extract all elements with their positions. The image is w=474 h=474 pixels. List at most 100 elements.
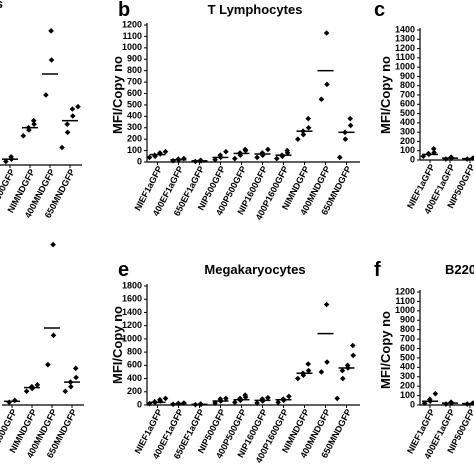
y-tick-label: 1300 bbox=[395, 34, 415, 44]
data-point bbox=[237, 395, 243, 402]
y-tick-label: 1800 bbox=[122, 280, 142, 290]
y-tick-label: 700 bbox=[127, 76, 142, 86]
data-point bbox=[59, 144, 65, 151]
y-tick-label: 1100 bbox=[395, 52, 415, 62]
y-tick-label: 0 bbox=[410, 154, 415, 164]
y-tick-label: 900 bbox=[127, 54, 142, 64]
data-point bbox=[300, 131, 307, 138]
y-tick-label: 200 bbox=[400, 381, 415, 391]
data-point bbox=[157, 396, 163, 403]
data-point bbox=[286, 393, 292, 400]
data-point bbox=[223, 148, 229, 155]
data-point bbox=[284, 147, 290, 154]
data-point bbox=[334, 395, 340, 402]
data-point bbox=[347, 115, 353, 122]
panel-letter: e bbox=[118, 259, 129, 281]
y-tick-label: 1000 bbox=[122, 333, 142, 343]
data-point bbox=[50, 332, 57, 339]
panel-letter: c bbox=[374, 0, 385, 21]
y-tick-label: 1600 bbox=[122, 294, 142, 304]
y-tick-label: 500 bbox=[400, 108, 415, 118]
panel-letter: f bbox=[374, 259, 381, 281]
data-point bbox=[347, 122, 354, 129]
data-point bbox=[162, 148, 169, 155]
y-tick-label: 400 bbox=[127, 111, 142, 121]
data-point bbox=[295, 375, 301, 382]
y-tick-label: 400 bbox=[127, 373, 142, 383]
data-point bbox=[265, 146, 271, 153]
data-point bbox=[443, 401, 449, 407]
data-point bbox=[430, 146, 437, 152]
y-tick-label: 900 bbox=[400, 71, 415, 81]
data-point bbox=[72, 365, 79, 372]
y-axis-label: MFI/Copy no bbox=[110, 56, 125, 134]
data-point bbox=[295, 136, 301, 142]
y-tick-label: 1100 bbox=[122, 31, 142, 41]
data-point bbox=[212, 156, 218, 163]
y-tick-label: 0 bbox=[137, 399, 142, 409]
data-point bbox=[162, 395, 169, 402]
data-point bbox=[23, 388, 30, 395]
data-point bbox=[305, 361, 311, 367]
data-point bbox=[64, 129, 71, 136]
data-point bbox=[70, 113, 76, 119]
data-point bbox=[217, 396, 224, 402]
y-tick-label: 1000 bbox=[122, 42, 142, 52]
data-point bbox=[339, 367, 346, 374]
data-point bbox=[73, 374, 79, 381]
data-point bbox=[232, 155, 238, 162]
y-tick-label: 200 bbox=[400, 136, 415, 146]
data-point bbox=[340, 375, 346, 382]
data-point bbox=[242, 392, 248, 398]
data-point bbox=[431, 149, 437, 156]
data-point bbox=[45, 361, 51, 368]
y-tick-label: 200 bbox=[127, 386, 142, 396]
data-point bbox=[254, 400, 260, 406]
y-tick-label: 200 bbox=[127, 134, 142, 144]
y-tick-label: 100 bbox=[400, 390, 415, 400]
data-point bbox=[318, 369, 325, 375]
chart-title: T Lymphocytes bbox=[208, 2, 303, 17]
data-point bbox=[6, 399, 12, 406]
y-tick-label: 1200 bbox=[395, 43, 415, 53]
y-axis-label: MFI/Copy no bbox=[378, 311, 393, 389]
data-point bbox=[350, 342, 356, 349]
data-point bbox=[68, 383, 74, 390]
data-point bbox=[223, 395, 229, 402]
y-tick-label: 0 bbox=[137, 156, 142, 166]
panel-letter: b bbox=[118, 0, 130, 21]
y-tick-label: 900 bbox=[400, 315, 415, 325]
data-point bbox=[217, 152, 224, 158]
data-point bbox=[305, 115, 311, 122]
y-tick-label: 300 bbox=[400, 371, 415, 381]
y-tick-label: 1400 bbox=[395, 24, 415, 34]
data-point bbox=[448, 399, 454, 405]
y-tick-label: 800 bbox=[127, 346, 142, 356]
data-point bbox=[324, 81, 330, 88]
data-point bbox=[265, 394, 271, 401]
y-tick-label: 500 bbox=[400, 352, 415, 362]
y-tick-label: 300 bbox=[400, 127, 415, 137]
y-tick-label: 600 bbox=[400, 343, 415, 353]
y-tick-label: 1000 bbox=[395, 62, 415, 72]
data-point bbox=[254, 154, 260, 161]
y-tick-label: 100 bbox=[127, 145, 142, 155]
y-tick-label: 1200 bbox=[395, 286, 415, 296]
y-tick-label: 500 bbox=[127, 99, 142, 109]
data-point bbox=[318, 96, 325, 103]
data-point bbox=[29, 383, 35, 390]
y-axis-label: MFI/Copy no bbox=[378, 56, 393, 134]
y-tick-label: 400 bbox=[400, 117, 415, 127]
data-point bbox=[181, 155, 187, 162]
data-point bbox=[69, 106, 76, 112]
y-tick-label: 600 bbox=[400, 99, 415, 109]
data-point bbox=[20, 133, 27, 139]
y-tick-label: 1100 bbox=[395, 296, 415, 306]
data-point bbox=[259, 396, 266, 402]
y-tick-label: 1000 bbox=[395, 305, 415, 315]
data-point bbox=[170, 158, 176, 164]
data-point bbox=[275, 399, 281, 406]
data-point bbox=[8, 154, 14, 160]
data-point bbox=[12, 397, 18, 404]
